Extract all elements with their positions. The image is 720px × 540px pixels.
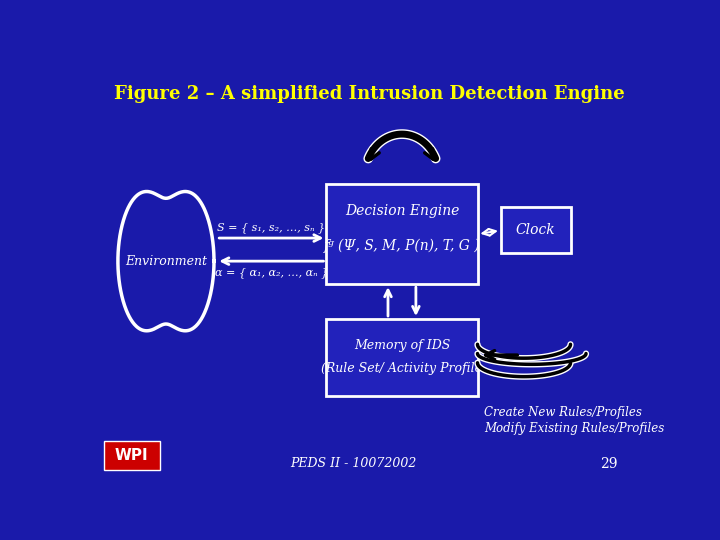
Text: Create New Rules/Profiles: Create New Rules/Profiles: [484, 406, 642, 420]
Text: 29: 29: [600, 457, 618, 471]
Text: WPI: WPI: [115, 448, 148, 463]
Text: Decision Engine: Decision Engine: [345, 204, 459, 218]
FancyBboxPatch shape: [326, 184, 477, 284]
Text: Clock: Clock: [516, 224, 555, 238]
Text: Figure 2 – A simplified Intrusion Detection Engine: Figure 2 – A simplified Intrusion Detect…: [114, 85, 624, 103]
FancyBboxPatch shape: [326, 319, 477, 396]
Text: α = { α₁, α₂, …, αₙ }: α = { α₁, α₂, …, αₙ }: [215, 267, 328, 278]
FancyBboxPatch shape: [500, 207, 570, 253]
Text: Memory of IDS: Memory of IDS: [354, 339, 450, 353]
Text: Modify Existing Rules/Profiles: Modify Existing Rules/Profiles: [484, 422, 664, 435]
Text: fᵍ (Ψ, S, M, P(n), T, G ): fᵍ (Ψ, S, M, P(n), T, G ): [323, 239, 480, 253]
Text: S = { s₁, s₂, …, sₙ }: S = { s₁, s₂, …, sₙ }: [217, 222, 325, 233]
Text: PEDS II - 10072002: PEDS II - 10072002: [290, 457, 417, 470]
Text: (Rule Set/ Activity Profile: (Rule Set/ Activity Profile: [321, 362, 482, 375]
Polygon shape: [118, 192, 214, 331]
Text: Environment: Environment: [125, 255, 207, 268]
FancyBboxPatch shape: [104, 441, 160, 470]
